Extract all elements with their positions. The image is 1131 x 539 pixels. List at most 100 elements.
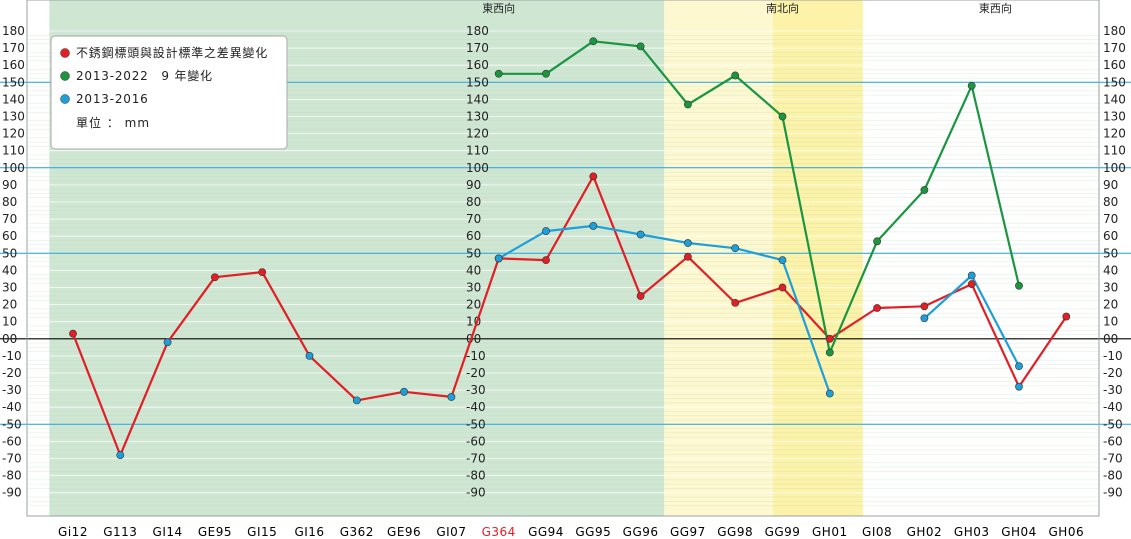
y-tick-label-middle: 60 — [466, 229, 481, 243]
x-tick-label: GH04 — [1001, 525, 1037, 539]
x-tick-label: GI16 — [294, 525, 324, 539]
y-tick-label-right: 160 — [1103, 58, 1126, 72]
x-tick-label: GE95 — [198, 525, 232, 539]
y-tick-label-right: 170 — [1103, 41, 1126, 55]
y-tick-label-right: -40 — [1103, 400, 1123, 414]
y-tick-label-left: -30 — [2, 383, 22, 397]
y-tick-label-right: 100 — [1103, 161, 1126, 175]
y-tick-label-right: 70 — [1103, 212, 1118, 226]
data-point — [967, 81, 976, 90]
x-tick-label: GG96 — [623, 525, 659, 539]
x-tick-label: GI07 — [436, 525, 466, 539]
y-tick-label-left: -60 — [2, 434, 22, 448]
x-tick-label: GG97 — [670, 525, 706, 539]
data-point — [636, 42, 645, 51]
y-tick-label-middle: 90 — [466, 178, 481, 192]
legend-entry: 不銹鋼標頭與設計標準之差異變化 — [76, 45, 268, 60]
data-point — [967, 271, 976, 280]
y-tick-label-left: -50 — [2, 417, 22, 431]
y-tick-label-left: 140 — [2, 92, 25, 106]
y-tick-label-right: -70 — [1103, 452, 1123, 466]
legend-entry: 2013-2016 — [76, 92, 149, 106]
legend-entry: 2013-2022 9 年變化 — [76, 68, 213, 83]
y-tick-label-right: -10 — [1103, 349, 1123, 363]
data-point — [1015, 281, 1023, 290]
y-tick-label-right: -20 — [1103, 366, 1123, 380]
series-line — [71, 175, 1068, 457]
data-point — [920, 186, 929, 194]
data-point — [400, 387, 408, 396]
x-tick-label: GE96 — [387, 525, 421, 539]
data-point — [1062, 312, 1071, 321]
background-band — [664, 0, 774, 516]
data-point — [778, 283, 787, 292]
y-tick-label-left: -40 — [2, 400, 22, 414]
x-tick-label: GI08 — [862, 525, 892, 539]
data-point — [920, 314, 929, 323]
data-point — [589, 37, 598, 46]
y-tick-label-left: 100 — [2, 161, 25, 175]
y-tick-label-left: 160 — [2, 58, 25, 72]
data-point — [731, 71, 740, 80]
x-tick-labels: Gi12 G113 GI14 GE95 GI15 GI16 G362 GE96 GI07 G364… — [58, 525, 1084, 539]
region-label: 東西向 — [979, 1, 1012, 15]
x-tick-label: GI15 — [247, 525, 277, 539]
y-tick-label-middle: -40 — [466, 400, 486, 414]
data-point — [352, 396, 361, 405]
y-tick-label-middle: 160 — [466, 58, 489, 72]
data-point — [305, 351, 314, 360]
y-tick-label-right: -50 — [1103, 417, 1123, 431]
y-tick-label-left: 10 — [2, 315, 17, 329]
data-point — [542, 227, 550, 235]
data-point — [69, 329, 77, 338]
y-tick-label-middle: 180 — [466, 24, 489, 38]
y-tick-label-middle: 150 — [466, 75, 489, 89]
y-tick-label-left: 180 — [2, 24, 25, 38]
legend-unit-note: 單位 ： mm — [76, 115, 150, 130]
data-point — [1015, 382, 1023, 391]
y-tick-label-left: 90 — [2, 178, 17, 192]
y-tick-label-right: 30 — [1103, 281, 1118, 295]
data-point — [825, 348, 834, 357]
y-tick-label-middle: -60 — [466, 434, 486, 448]
background-band — [773, 0, 863, 516]
data-point — [873, 304, 881, 312]
data-point — [116, 451, 125, 459]
data-point — [163, 338, 172, 347]
y-tick-label-left: 50 — [2, 246, 17, 260]
x-tick-label: G113 — [103, 525, 137, 539]
y-tick-label-middle: -70 — [466, 452, 486, 466]
data-point — [684, 100, 692, 109]
legend-marker — [60, 94, 70, 104]
data-point — [731, 244, 740, 253]
y-tick-label-left: 30 — [2, 281, 17, 295]
y-tick-label-left: -10 — [2, 349, 22, 363]
x-tick-label: GG94 — [528, 525, 564, 539]
y-tick-label-left: 110 — [2, 144, 25, 158]
data-point — [731, 298, 740, 307]
x-tick-label: GG98 — [717, 525, 753, 539]
data-point — [778, 112, 787, 121]
data-point — [825, 389, 834, 398]
series-points-2 — [494, 37, 1023, 357]
y-tick-label-right: 00 — [1103, 332, 1118, 346]
x-tick-label: GH06 — [1049, 525, 1085, 539]
y-tick-label-middle: -20 — [466, 366, 486, 380]
x-tick-label: Gi12 — [58, 525, 88, 539]
y-tick-label-middle: 70 — [466, 212, 481, 226]
data-point — [542, 69, 550, 78]
y-tick-label-left: 120 — [2, 127, 25, 141]
y-tick-label-right: 110 — [1103, 144, 1126, 158]
legend-marker — [60, 71, 70, 81]
y-tick-label-middle: 100 — [466, 161, 489, 175]
y-tick-label-middle: 30 — [466, 281, 481, 295]
y-tick-label-right: 150 — [1103, 75, 1126, 89]
y-tick-label-right: 120 — [1103, 127, 1126, 141]
y-tick-label-middle: 80 — [466, 195, 481, 209]
data-point — [589, 222, 598, 230]
y-tick-label-left: 80 — [2, 195, 17, 209]
data-point — [873, 237, 881, 246]
y-tick-label-middle: 40 — [466, 263, 481, 277]
y-tick-label-left: -80 — [2, 469, 22, 483]
y-tick-label-right: 60 — [1103, 229, 1118, 243]
